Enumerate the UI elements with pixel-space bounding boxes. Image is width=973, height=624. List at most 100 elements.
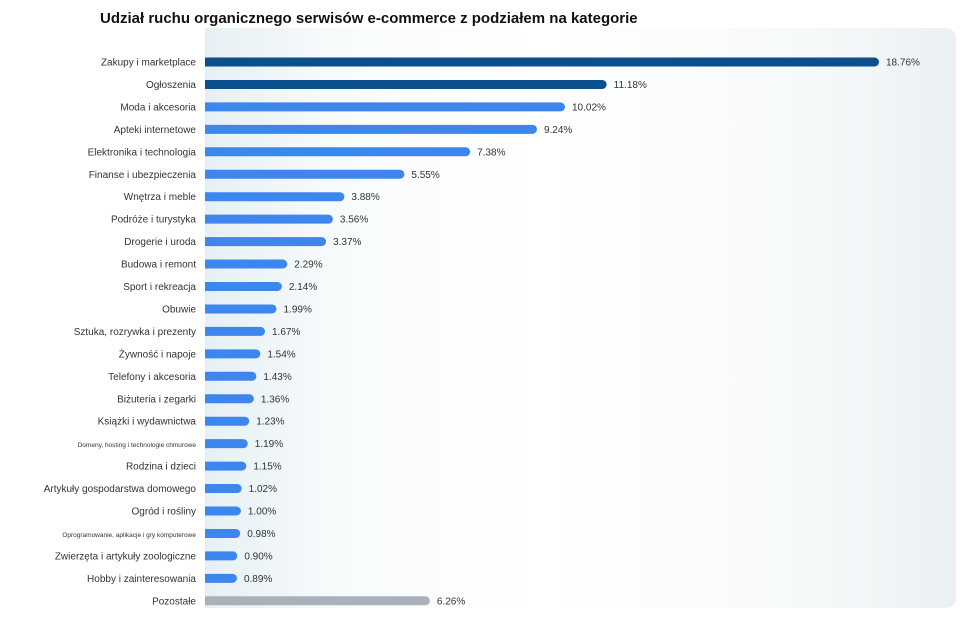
bar-base	[205, 147, 210, 157]
bar-base	[205, 349, 210, 359]
bar	[205, 259, 288, 269]
category-label: Wnętrza i meble	[124, 192, 197, 203]
value-label: 3.56%	[340, 215, 368, 226]
category-label: Budowa i remont	[121, 260, 196, 271]
category-label: Zwierzęta i artykuły zoologiczne	[55, 551, 197, 562]
chart-title: Udział ruchu organicznego serwisów e-com…	[100, 10, 638, 27]
bar-base	[205, 326, 210, 336]
value-label: 1.67%	[272, 327, 300, 338]
value-label: 18.76%	[886, 58, 920, 69]
value-label: 1.36%	[261, 394, 289, 405]
bar	[205, 573, 237, 583]
bar-base	[205, 573, 210, 583]
bar-base	[205, 169, 210, 179]
bar-base	[205, 596, 210, 606]
category-label: Sztuka, rozrywka i prezenty	[74, 327, 196, 338]
bar	[205, 192, 345, 202]
category-label: Moda i akcesoria	[120, 102, 196, 113]
value-label: 1.00%	[248, 507, 276, 518]
bar	[205, 304, 277, 314]
value-label: 2.29%	[294, 260, 322, 271]
category-label: Pozostałe	[152, 596, 196, 607]
value-label: 0.90%	[244, 551, 272, 562]
bar	[205, 461, 247, 471]
bar	[205, 79, 607, 89]
bar	[205, 528, 241, 538]
value-label: 3.88%	[351, 192, 379, 203]
bar-base	[205, 439, 210, 449]
value-label: 1.23%	[256, 417, 284, 428]
bar-base	[205, 371, 210, 381]
value-label: 2.14%	[289, 282, 317, 293]
bar	[205, 326, 265, 336]
bar	[205, 506, 241, 516]
bar-base	[205, 304, 210, 314]
category-label: Rodzina i dzieci	[126, 462, 196, 473]
bar-base	[205, 461, 210, 471]
bar	[205, 102, 565, 112]
bar	[205, 551, 238, 561]
value-label: 11.18%	[614, 80, 647, 91]
bar	[205, 169, 405, 179]
value-label: 7.38%	[477, 147, 505, 158]
value-label: 9.24%	[544, 125, 572, 136]
category-label: Oprogramowanie, aplikacje i gry komputer…	[62, 532, 196, 539]
bar-base	[205, 528, 210, 538]
value-label: 0.98%	[247, 529, 275, 540]
bar	[205, 57, 879, 67]
chart-panel	[205, 28, 956, 608]
category-label: Książki i wydawnictwa	[98, 417, 197, 428]
bar	[205, 371, 257, 381]
value-label: 1.15%	[253, 462, 281, 473]
category-label: Ogłoszenia	[146, 80, 196, 91]
value-label: 3.37%	[333, 237, 361, 248]
bar	[205, 439, 248, 449]
bar	[205, 394, 254, 404]
category-label: Podróże i turystyka	[111, 215, 196, 226]
bar	[205, 214, 333, 224]
value-label: 1.99%	[283, 304, 311, 315]
category-label: Ogród i rośliny	[132, 507, 196, 518]
value-label: 6.26%	[437, 596, 465, 607]
bar-base	[205, 282, 210, 291]
bar-base	[205, 57, 210, 67]
category-label: Zakupy i marketplace	[101, 58, 196, 69]
category-label: Elektronika i technologia	[88, 147, 197, 158]
bar-base	[205, 214, 210, 224]
value-label: 10.02%	[572, 102, 606, 113]
category-label: Telefony i akcesoria	[108, 372, 196, 383]
bar	[205, 237, 327, 247]
category-label: Biżuteria i zegarki	[117, 394, 196, 405]
bar	[205, 124, 537, 134]
bar-base	[205, 259, 210, 269]
category-label: Drogerie i uroda	[124, 237, 196, 248]
bar-base	[205, 506, 210, 516]
category-label: Finanse i ubezpieczenia	[89, 170, 197, 181]
value-label: 1.43%	[263, 372, 291, 383]
bar-base	[205, 124, 210, 134]
category-label: Artykuły gospodarstwa domowego	[44, 484, 197, 495]
bar	[205, 282, 282, 291]
value-label: 5.55%	[411, 170, 439, 181]
bar	[205, 416, 250, 426]
bar-base	[205, 394, 210, 404]
category-label: Sport i rekreacja	[123, 282, 196, 293]
bar-base	[205, 237, 210, 247]
bar	[205, 147, 471, 157]
bar-base	[205, 102, 210, 112]
bar	[205, 596, 430, 606]
value-label: 0.89%	[244, 574, 272, 585]
value-label: 1.02%	[249, 484, 277, 495]
category-label: Obuwie	[162, 304, 196, 315]
bar-base	[205, 416, 210, 426]
bar	[205, 349, 261, 359]
category-label: Żywność i napoje	[119, 347, 197, 360]
bar-base	[205, 484, 210, 494]
bar	[205, 484, 242, 494]
category-label: Hobby i zainteresowania	[87, 574, 196, 585]
category-label: Apteki internetowe	[114, 125, 197, 136]
value-label: 1.54%	[267, 349, 295, 360]
bar-base	[205, 79, 210, 89]
bar-base	[205, 551, 210, 561]
